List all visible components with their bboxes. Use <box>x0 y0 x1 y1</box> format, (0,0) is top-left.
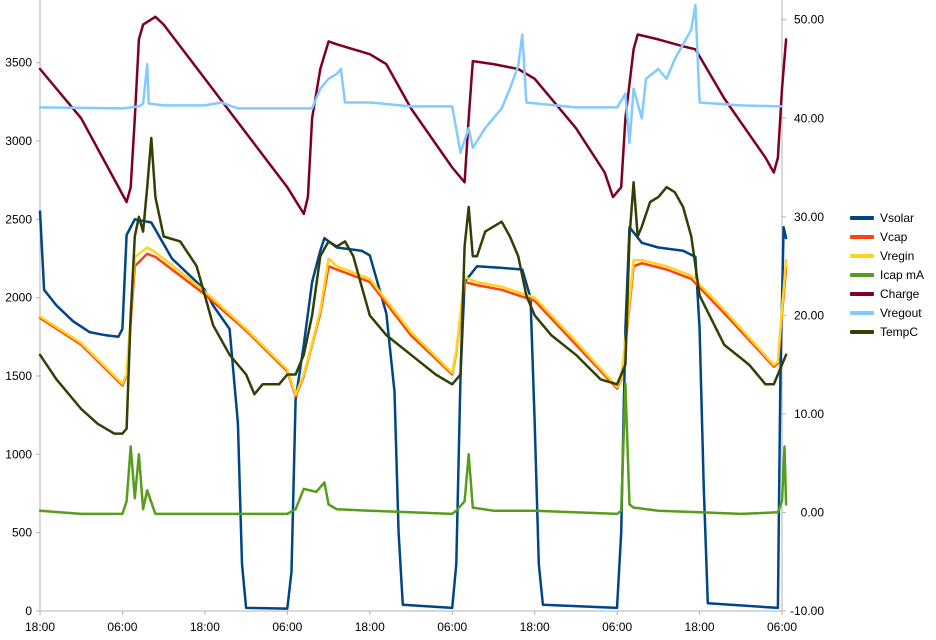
series-line-tempc <box>38 136 788 435</box>
legend-item: Vsolar <box>850 208 924 227</box>
y-tick-label: 1500 <box>5 369 32 383</box>
y-tick-label: 0 <box>25 604 32 618</box>
right-axis-ticks: -10.00 0.00 10.00 20.00 30.00 40.00 50.00 <box>782 13 824 618</box>
legend-item: Vregin <box>850 246 924 265</box>
left-axis-ticks: 0 500 1000 1500 2000 2500 3000 3500 <box>5 56 40 618</box>
x-axis-ticks: 18:00 06:00 18:00 06:00 18:00 06:00 18:00 06:00… <box>25 611 797 634</box>
x-tick-label: 18:00 <box>190 620 220 634</box>
x-tick-label: 06:00 <box>767 620 797 634</box>
x-tick-label: 06:00 <box>107 620 137 634</box>
y-tick-label: 2000 <box>5 291 32 305</box>
x-tick-label: 18:00 <box>685 620 715 634</box>
legend-item: TempC <box>850 322 924 341</box>
series-line-icap-ma <box>38 382 788 516</box>
y2-tick-label: -10.00 <box>790 604 824 618</box>
x-tick-label: 18:00 <box>520 620 550 634</box>
legend-label: Icap mA <box>880 267 925 282</box>
legend-swatch <box>850 272 874 277</box>
y-tick-label: 3000 <box>5 134 32 148</box>
legend-item: Charge <box>850 284 924 303</box>
y2-tick-label: 50.00 <box>794 13 824 27</box>
series-line-vregout <box>38 3 784 155</box>
x-tick-label: 06:00 <box>272 620 302 634</box>
y2-tick-label: 0.00 <box>801 505 825 519</box>
y2-tick-label: 20.00 <box>794 308 824 322</box>
legend-label: Vregout <box>880 305 922 320</box>
legend-swatch <box>850 291 874 296</box>
x-tick-label: 18:00 <box>25 620 55 634</box>
x-tick-label: 06:00 <box>602 620 632 634</box>
y2-tick-label: 40.00 <box>794 111 824 125</box>
series-layer <box>38 3 788 610</box>
y2-tick-label: 10.00 <box>794 407 824 421</box>
legend-swatch <box>850 310 874 315</box>
legend-swatch <box>850 234 874 239</box>
legend-item: Vregout <box>850 303 924 322</box>
legend-item: Vcap <box>850 227 924 246</box>
series-line-vregin <box>38 246 788 397</box>
legend: Vsolar Vcap Vregin Icap mA Charge Vregout Temp… <box>850 208 924 341</box>
legend-swatch <box>850 329 874 334</box>
legend-label: Charge <box>880 286 920 301</box>
series-line-vcap <box>38 252 788 398</box>
x-tick-label: 18:00 <box>355 620 385 634</box>
y-tick-label: 2500 <box>5 212 32 226</box>
legend-label: Vregin <box>880 248 915 263</box>
legend-swatch <box>850 253 874 258</box>
y2-tick-label: 30.00 <box>794 210 824 224</box>
legend-label: TempC <box>880 324 919 339</box>
legend-swatch <box>850 215 874 220</box>
y-tick-label: 3500 <box>5 56 32 70</box>
series-line-charge <box>38 15 788 216</box>
legend-item: Icap mA <box>850 265 924 284</box>
y-tick-label: 1000 <box>5 447 32 461</box>
legend-label: Vsolar <box>880 210 915 225</box>
legend-label: Vcap <box>880 229 908 244</box>
x-tick-label: 06:00 <box>437 620 467 634</box>
series-line-vsolar <box>38 210 788 610</box>
y-tick-label: 500 <box>12 526 32 540</box>
